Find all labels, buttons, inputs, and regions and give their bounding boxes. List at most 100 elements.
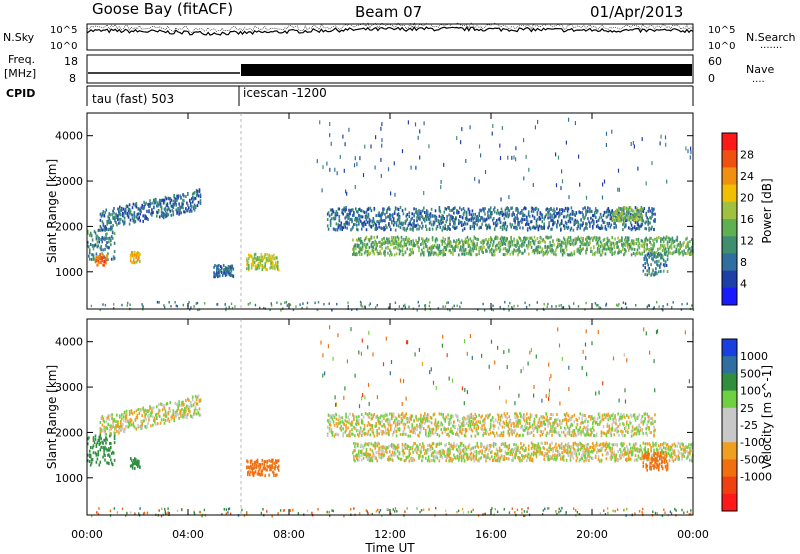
power-cell — [468, 243, 471, 247]
power-cell — [473, 227, 476, 231]
power-cell — [277, 264, 279, 268]
velocity-cell — [567, 414, 570, 418]
power-cell — [436, 238, 439, 242]
power-cell — [453, 211, 455, 215]
power-cell — [561, 241, 564, 244]
power-cell — [504, 212, 507, 216]
power-cell — [359, 246, 362, 250]
power-cell — [648, 249, 650, 253]
velocity-cell — [583, 432, 585, 436]
power-cell — [690, 253, 692, 256]
power-cell — [464, 222, 467, 226]
velocity-cell — [351, 432, 353, 436]
velocity-cell — [137, 408, 140, 411]
power-cell — [101, 220, 104, 224]
power-cell — [589, 207, 591, 211]
power-cell — [130, 260, 133, 264]
velocity-cell — [468, 420, 471, 424]
power-cell — [605, 247, 608, 251]
velocity-cell — [353, 415, 355, 419]
power-cell — [113, 232, 116, 236]
velocity-cell — [386, 413, 388, 417]
power-ground-cell — [164, 305, 166, 309]
power-cell — [393, 210, 396, 214]
power-cell — [358, 237, 360, 241]
velocity-cell — [396, 421, 399, 425]
power-cell — [104, 225, 107, 229]
power-cell — [654, 218, 656, 221]
velocity-cell — [572, 429, 575, 433]
power-cell — [458, 238, 460, 242]
velocity-cell — [181, 407, 183, 411]
velocity-cell — [421, 425, 423, 429]
velocity-cell — [354, 434, 356, 438]
power-cell — [367, 215, 370, 219]
power-cell — [101, 212, 104, 216]
velocity-cell — [124, 420, 127, 423]
power-cell — [516, 249, 518, 253]
power-cell — [640, 244, 643, 248]
power-cell — [418, 209, 420, 212]
power-cell — [227, 265, 230, 268]
velocity-cell — [498, 422, 501, 425]
power-cell — [438, 251, 441, 255]
velocity-cell — [589, 433, 591, 437]
power-cell — [593, 236, 595, 240]
power-cell — [629, 206, 632, 210]
power-cell — [256, 256, 259, 259]
power-cell — [444, 248, 446, 252]
velocity-cell — [338, 414, 341, 418]
power-cell — [261, 268, 264, 271]
power-cell — [358, 238, 361, 242]
power-cell — [621, 242, 623, 246]
power-cell — [431, 214, 434, 218]
power-cell — [418, 217, 420, 221]
power-cell — [595, 236, 598, 240]
velocity-cell — [466, 417, 469, 421]
power-cell — [249, 254, 251, 258]
velocity-cell — [268, 465, 270, 469]
power-cell — [683, 240, 685, 244]
velocity-cell — [533, 422, 536, 426]
velocity-cell — [516, 417, 518, 421]
power-cell — [513, 248, 515, 252]
power-cell — [464, 248, 467, 252]
velocity-cell — [489, 428, 491, 431]
velocity-cell — [94, 437, 97, 441]
velocity-cell — [419, 431, 421, 435]
power-cell — [523, 243, 525, 247]
velocity-cell — [402, 422, 405, 426]
velocity-cell — [331, 433, 334, 437]
power-cell — [364, 222, 367, 226]
power-cell — [665, 236, 668, 240]
power-cell — [654, 212, 656, 216]
power-cell — [172, 210, 175, 214]
power-cell — [600, 224, 603, 228]
velocity-cell — [258, 467, 261, 471]
power-cell — [645, 242, 647, 246]
power-cell — [595, 242, 598, 246]
velocity-cell — [125, 425, 128, 429]
power-ground-cell — [517, 304, 519, 308]
power-cell — [464, 217, 467, 220]
power-ground-cell — [681, 303, 683, 306]
power-cell — [493, 237, 496, 241]
velocity-cell — [424, 412, 426, 416]
power-cell — [107, 252, 109, 256]
power-cell — [448, 242, 450, 246]
power-cell — [499, 211, 502, 215]
power-cell — [595, 211, 598, 215]
power-cell — [490, 215, 492, 219]
velocity-cell — [507, 423, 510, 427]
power-cell — [656, 255, 658, 259]
power-cell — [373, 235, 376, 239]
power-cell — [677, 248, 680, 252]
power-cell — [270, 257, 272, 261]
power-cell — [334, 228, 337, 232]
velocity-cell — [532, 429, 535, 432]
power-cell — [531, 214, 534, 218]
power-cell — [612, 241, 614, 245]
power-cell — [384, 227, 386, 231]
power-cell — [404, 221, 407, 225]
power-ground-cell — [361, 305, 363, 308]
